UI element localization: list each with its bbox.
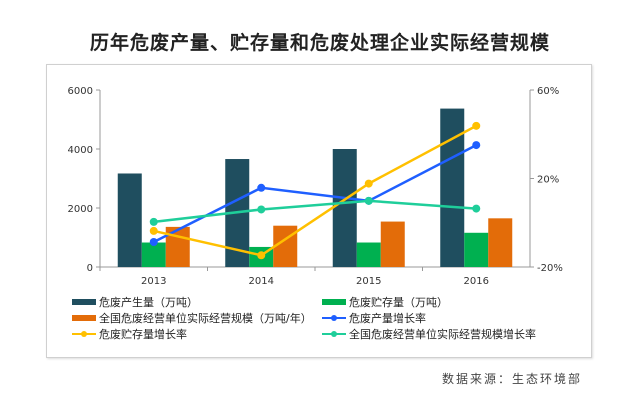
y-right-tick-label: -20%: [537, 263, 563, 274]
x-tick-label: 2013: [141, 276, 166, 287]
legend-label: 危废贮存量增长率: [99, 328, 187, 341]
line-series-0: [153, 143, 477, 244]
bar-0-2013: [117, 173, 142, 267]
line-point-1-2013: [149, 226, 158, 235]
data-source: 数据来源：生态环境部: [441, 372, 582, 386]
legend-swatch: [72, 315, 96, 321]
y-left-tick-label: 0: [87, 263, 93, 274]
x-tick-label: 2016: [464, 276, 489, 287]
legend-item-bar-2: 全国危废经营单位实际经营规模（万吨/年）: [72, 310, 312, 326]
line-series-2: [153, 199, 477, 224]
line-point-2-2015: [364, 196, 373, 205]
legend-item-bar-1: 危废贮存量（万吨）: [322, 294, 448, 310]
x-tick-label: 2015: [356, 276, 381, 287]
y-left-tick-label: 4000: [68, 145, 93, 156]
bar-2-2015: [380, 221, 405, 267]
line-point-2-2013: [149, 217, 158, 226]
legend-label: 全国危废经营单位实际经营规模（万吨/年）: [99, 312, 312, 325]
bar-1-2015: [356, 242, 381, 267]
line-series-1: [153, 124, 477, 257]
line-point-1-2016: [472, 121, 481, 130]
legend-label: 危废产量增长率: [349, 312, 426, 325]
bar-1-2016: [464, 232, 489, 267]
legend-label: 危废产生量（万吨）: [99, 296, 198, 309]
y-left-tick-label: 2000: [68, 204, 93, 215]
line-point-1-2014: [257, 251, 266, 260]
bar-2-2016: [488, 218, 513, 267]
legend-line-marker: [322, 315, 346, 321]
y-left-tick-label: 6000: [68, 86, 93, 97]
bar-1-2013: [141, 242, 166, 267]
legend-item-line-2: 全国危废经营单位实际经营规模增长率: [322, 326, 536, 342]
line-point-2-2014: [257, 205, 266, 214]
line-point-0-2013: [149, 237, 158, 246]
x-tick-label: 2014: [249, 276, 274, 287]
legend-swatch: [322, 299, 346, 305]
legend-item-line-1: 危废贮存量增长率: [72, 326, 187, 342]
legend-label: 全国危废经营单位实际经营规模增长率: [349, 328, 536, 341]
legend-line-marker: [72, 331, 96, 337]
line-point-0-2016: [472, 141, 481, 150]
legend-line-marker: [322, 331, 346, 337]
y-right-tick-label: 20%: [537, 175, 559, 186]
legend-item-line-0: 危废产量增长率: [322, 310, 426, 326]
legend-swatch: [72, 299, 96, 305]
y-right-tick-label: 60%: [537, 86, 559, 97]
line-point-1-2015: [364, 179, 373, 188]
chart-frame: [46, 64, 592, 358]
line-point-0-2014: [257, 183, 266, 192]
legend-label: 危废贮存量（万吨）: [349, 296, 448, 309]
chart-title: 历年危废产量、贮存量和危废处理企业实际经营规模: [89, 32, 550, 54]
line-point-2-2016: [472, 204, 481, 213]
bar-0-2016: [440, 108, 465, 268]
bar-0-2015: [332, 149, 357, 267]
legend-item-bar-0: 危废产生量（万吨）: [72, 294, 198, 310]
